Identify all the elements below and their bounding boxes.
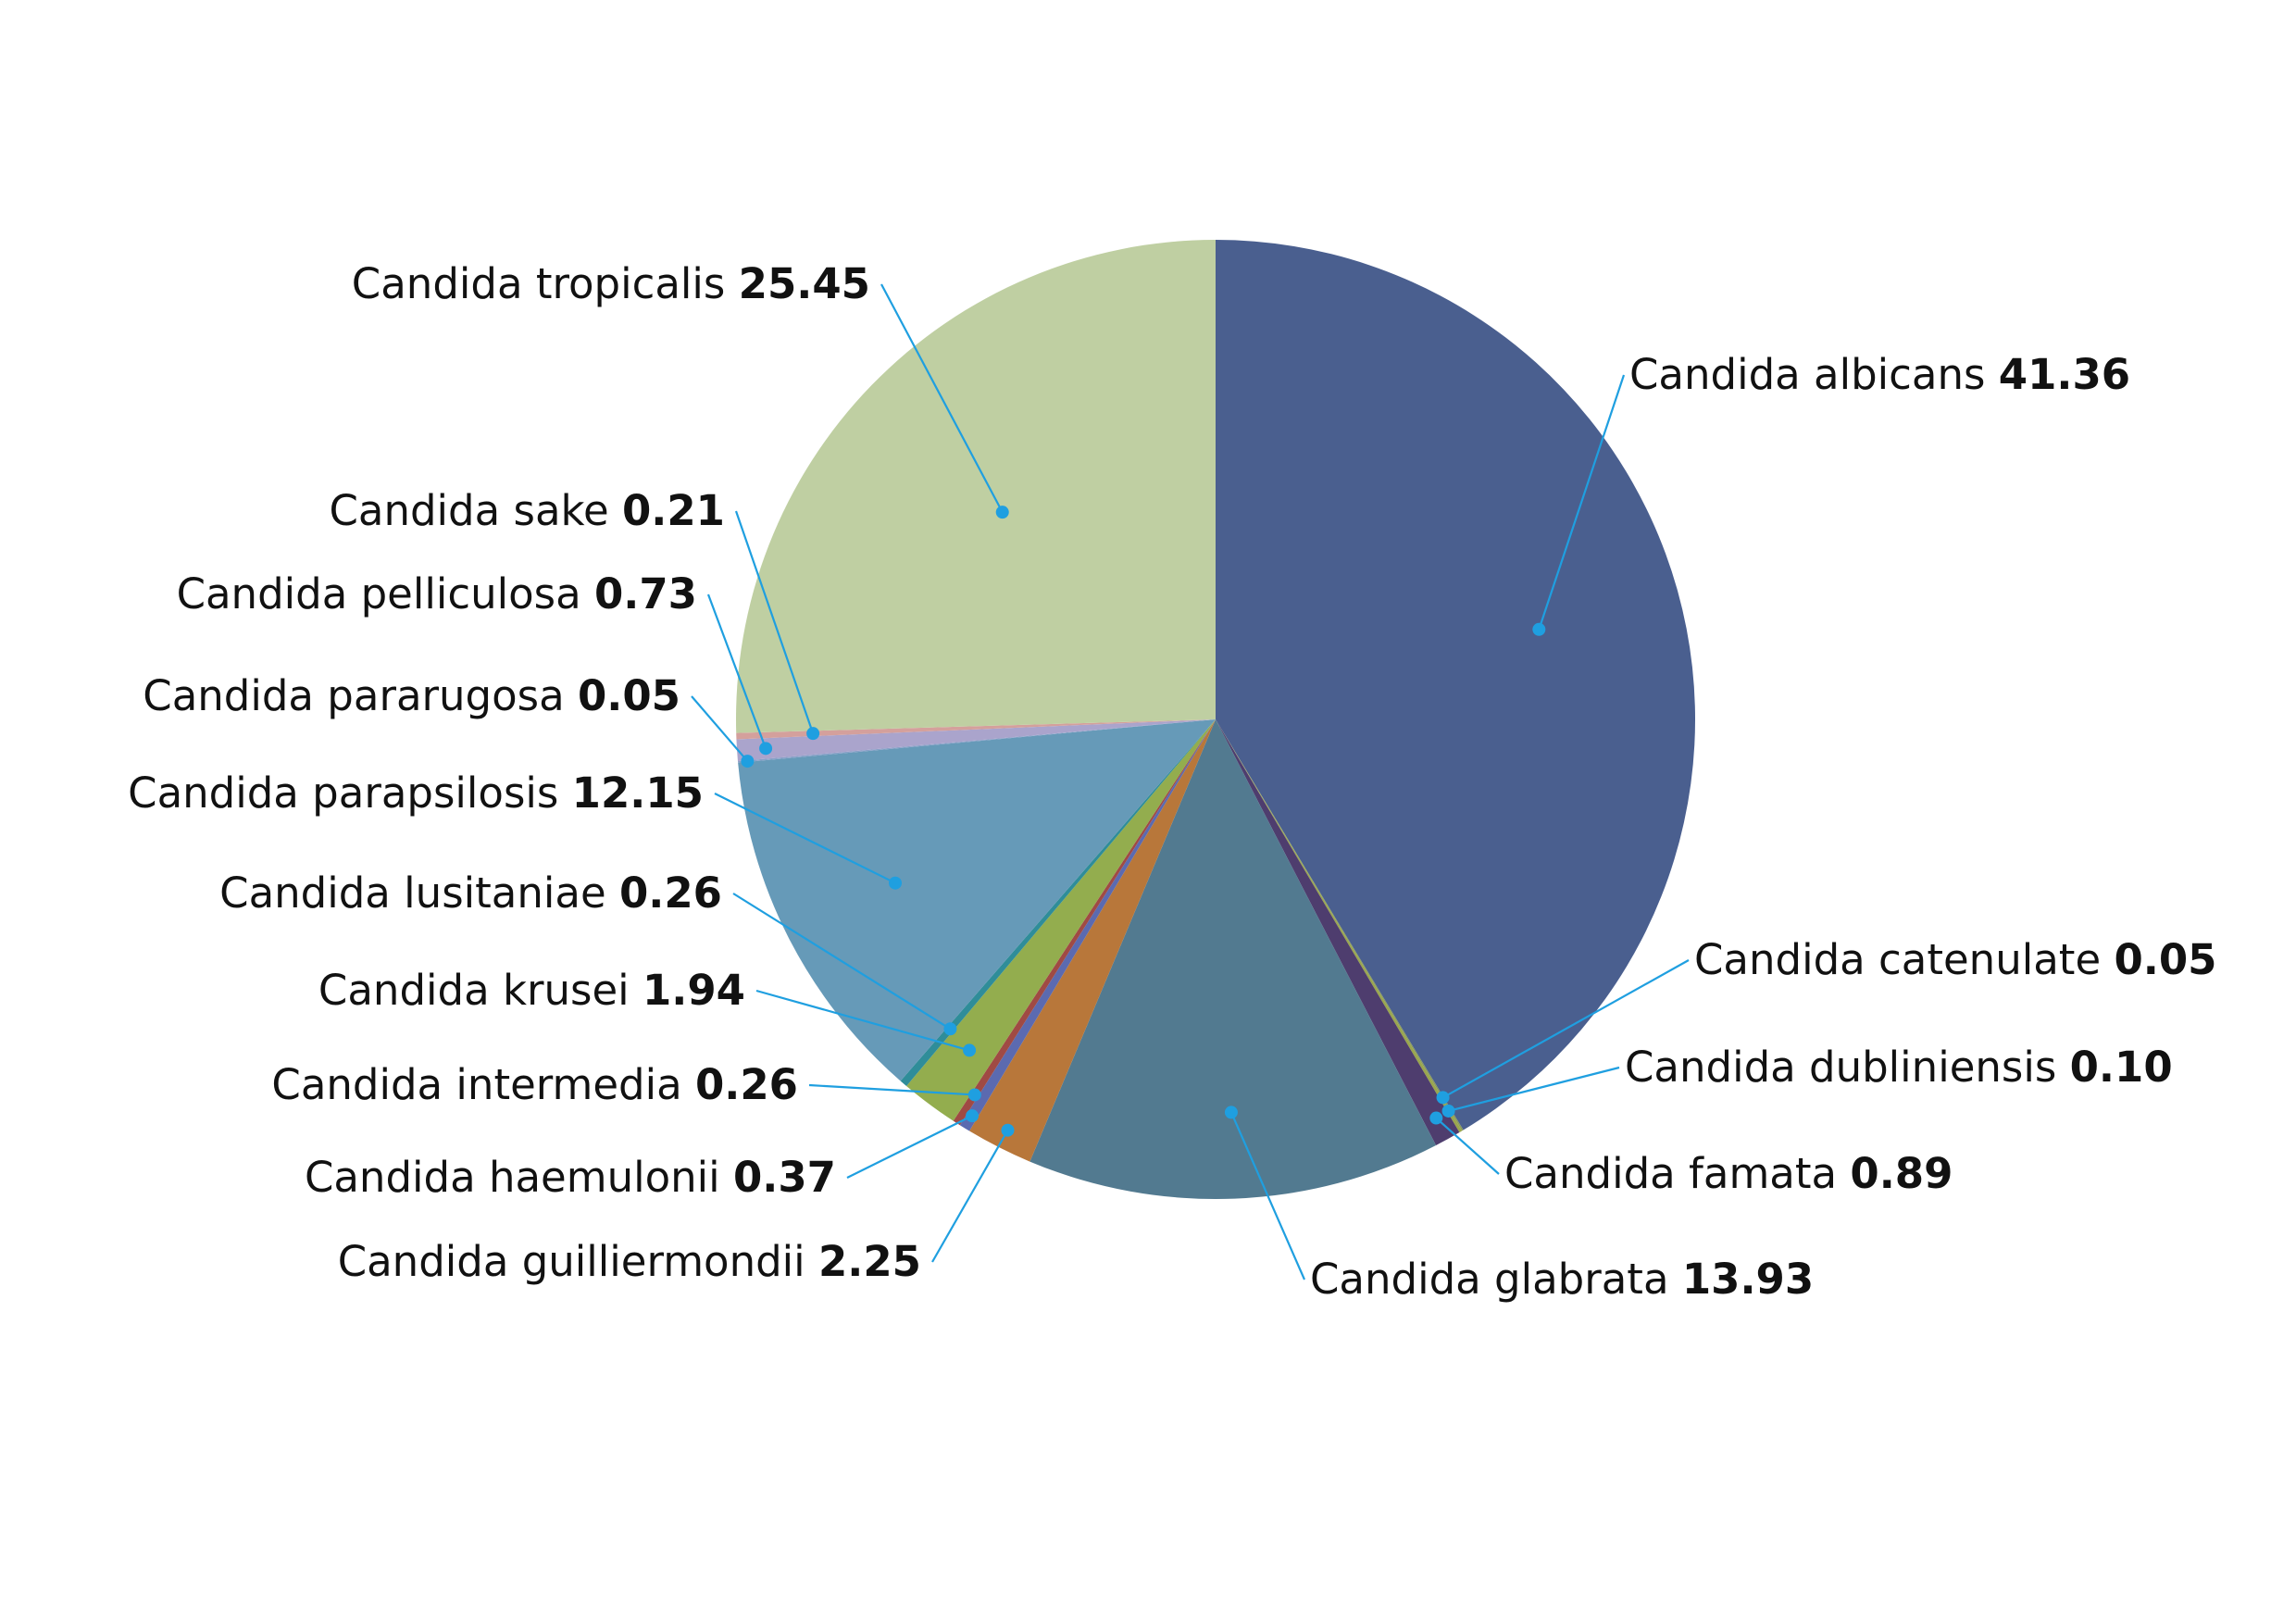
slice-label-name: Candida pelliculosa (177, 569, 594, 618)
pie-slice-candida-haemulonii (959, 719, 1216, 1131)
slice-label-name: Candida dubliniensis (1625, 1043, 2070, 1092)
pie-slice-candida-parapsilosis (738, 719, 1216, 1081)
leader-line (1448, 1066, 1620, 1113)
leader-dot (943, 1022, 957, 1036)
leader-lines (691, 283, 1690, 1280)
slice-label-name: Candida guilliermondii (338, 1237, 818, 1286)
pie-slice-candida-intermedia (953, 719, 1216, 1126)
slice-label-value: 0.26 (619, 868, 722, 918)
slice-label-value: 0.37 (733, 1153, 836, 1202)
slice-label-candida-parapsilosis: Candida parapsilosis 12.15 (128, 768, 704, 818)
slice-label-value: 0.26 (695, 1060, 798, 1109)
leader-line (1442, 959, 1690, 1099)
leader-dot (806, 727, 820, 741)
slice-label-name: Candida haemulonii (305, 1153, 733, 1202)
slice-label-value: 0.21 (622, 486, 725, 535)
leader-line (755, 989, 970, 1052)
slice-label-candida-pelliculosa: Candida pelliculosa 0.73 (177, 569, 697, 618)
slice-label-value: 0.73 (594, 569, 697, 618)
leader-line (846, 1115, 973, 1179)
slice-label-candida-glabrata: Candida glabrata 13.93 (1310, 1255, 1814, 1304)
pie-slice-candida-guilliermondii (969, 719, 1216, 1162)
leader-dot (1436, 1091, 1450, 1105)
slice-label-candida-albicans: Candida albicans 41.36 (1629, 350, 2130, 399)
slice-label-name: Candida intermedia (271, 1060, 695, 1109)
slice-label-value: 0.89 (1850, 1149, 1953, 1198)
leader-line (734, 510, 815, 734)
slice-label-value: 0.10 (2070, 1043, 2173, 1092)
slice-labels: Candida albicans 41.36 Candida catenulate… (128, 259, 2216, 1304)
slice-label-value: 12.15 (572, 768, 704, 818)
leader-dot (966, 1109, 980, 1123)
pie-slices (736, 240, 1696, 1199)
pie-slice-candida-dubliniensis (1216, 719, 1463, 1133)
slice-label-value: 0.05 (578, 671, 680, 720)
slice-label-value: 13.93 (1682, 1255, 1814, 1304)
slice-label-name: Candida pararugosa (143, 671, 578, 720)
pie-slice-candida-krusei (906, 719, 1216, 1121)
leader-line (931, 1130, 1009, 1263)
slice-label-candida-intermedia: Candida intermedia 0.26 (271, 1060, 798, 1109)
leader-dot (1001, 1123, 1015, 1137)
leader-dot (1429, 1111, 1443, 1125)
leader-dot (889, 876, 903, 890)
leader-line (808, 1083, 975, 1096)
pie-slice-candida-pelliculosa (736, 719, 1216, 762)
slice-label-candida-lusitaniae: Candida lusitaniae 0.26 (219, 868, 722, 918)
slice-label-name: Candida tropicalis (352, 259, 739, 308)
slice-label-candida-pararugosa: Candida pararugosa 0.05 (143, 671, 680, 720)
slice-label-value: 41.36 (1999, 350, 2130, 399)
slice-label-value: 25.45 (739, 259, 870, 308)
leader-dot (1224, 1106, 1238, 1119)
pie-slice-candida-lusitaniae (900, 719, 1216, 1086)
slice-label-candida-famata: Candida famata 0.89 (1504, 1149, 1953, 1198)
pie-slice-candida-albicans (1216, 240, 1696, 1131)
slice-label-name: Candida lusitaniae (219, 868, 619, 918)
slice-label-candida-sake: Candida sake 0.21 (329, 486, 725, 535)
slice-label-candida-catenulate: Candida catenulate 0.05 (1694, 935, 2216, 984)
slice-label-candida-guilliermondii: Candida guilliermondii 2.25 (338, 1237, 921, 1286)
slice-label-name: Candida sake (329, 486, 622, 535)
pie-slice-candida-famata (1216, 719, 1460, 1146)
leader-line (732, 893, 952, 1031)
slice-label-name: Candida albicans (1629, 350, 1999, 399)
leader-dot (963, 1043, 977, 1057)
leader-line (714, 793, 896, 884)
slice-label-name: Candida famata (1504, 1149, 1850, 1198)
leader-dot (759, 742, 773, 756)
slice-label-candida-krusei: Candida krusei 1.94 (318, 966, 745, 1015)
leader-line (691, 695, 749, 762)
leader-line (706, 593, 767, 749)
slice-label-value: 2.25 (818, 1237, 921, 1286)
pie-slice-candida-sake (736, 719, 1216, 740)
pie-slice-candida-catenulate (1216, 719, 1464, 1131)
leader-line (1229, 1111, 1306, 1280)
pie-slice-candida-glabrata (1029, 719, 1437, 1199)
leader-line (1538, 374, 1626, 631)
leader-dot (741, 755, 755, 768)
slice-label-candida-tropicalis: Candida tropicalis 25.45 (352, 259, 870, 308)
slice-label-name: Candida krusei (318, 966, 643, 1015)
leader-dot (1532, 622, 1546, 636)
pie-slice-candida-tropicalis (736, 240, 1216, 733)
pie-slice-candida-pararugosa (737, 719, 1216, 763)
slice-label-candida-dubliniensis: Candida dubliniensis 0.10 (1625, 1043, 2173, 1092)
slice-label-name: Candida parapsilosis (128, 768, 572, 818)
leader-line (880, 283, 1004, 513)
leader-dot (967, 1088, 981, 1102)
slice-label-value: 1.94 (643, 966, 745, 1015)
leader-line (1435, 1117, 1500, 1175)
slice-label-value: 0.05 (2114, 935, 2216, 984)
leader-dot (995, 506, 1009, 519)
slice-label-candida-haemulonii: Candida haemulonii 0.37 (305, 1153, 836, 1202)
leader-dot (1441, 1104, 1455, 1118)
slice-label-name: Candida glabrata (1310, 1255, 1682, 1304)
slice-label-name: Candida catenulate (1694, 935, 2114, 984)
